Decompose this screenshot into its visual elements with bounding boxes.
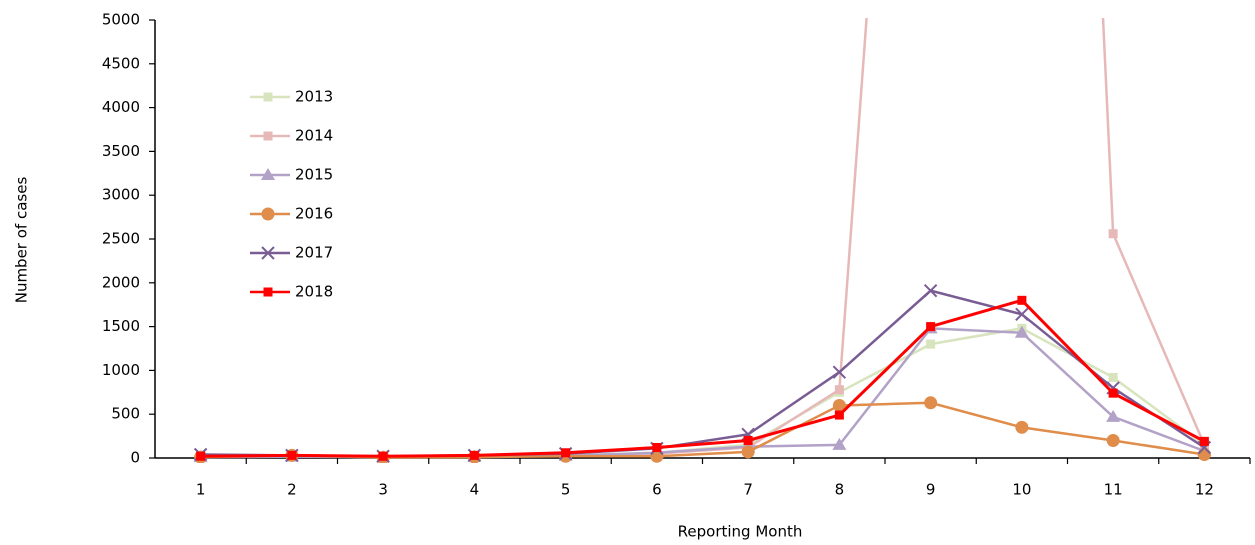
y-tick-label: 500 — [111, 405, 140, 423]
point — [261, 246, 275, 260]
y-tick-label: 4500 — [102, 54, 140, 72]
point — [832, 437, 847, 450]
point — [832, 398, 846, 412]
point — [1017, 295, 1027, 305]
x-tick-label: 1 — [196, 481, 206, 499]
point — [1199, 436, 1209, 446]
point — [287, 450, 297, 460]
x-tick-label: 9 — [926, 481, 936, 499]
point — [469, 450, 479, 460]
y-tick-label: 1000 — [102, 361, 140, 379]
x-tick-label: 2 — [287, 481, 297, 499]
y-tick-label: 3000 — [102, 186, 140, 204]
legend-label: 2015 — [295, 166, 333, 184]
point — [261, 168, 275, 180]
x-tick-label: 8 — [835, 481, 845, 499]
x-tick-label: 4 — [470, 481, 480, 499]
series-line — [200, 327, 1205, 459]
y-tick-label: 5000 — [102, 11, 140, 29]
x-tick-label: 5 — [561, 481, 571, 499]
y-tick-label: 1500 — [102, 317, 140, 335]
point — [263, 92, 273, 102]
x-tick-label: 3 — [378, 481, 388, 499]
point — [561, 448, 571, 458]
y-tick-label: 0 — [130, 449, 140, 467]
x-tick-label: 10 — [1012, 481, 1031, 499]
y-tick-label: 2000 — [102, 273, 140, 291]
series-line — [200, 327, 1206, 458]
legend-label: 2018 — [295, 283, 333, 301]
legend-label: 2016 — [295, 205, 333, 223]
x-tick-label: 7 — [743, 481, 753, 499]
point — [923, 283, 938, 298]
point — [263, 131, 273, 141]
point — [378, 451, 388, 461]
y-tick-label: 4000 — [102, 98, 140, 116]
point — [1108, 372, 1118, 382]
point — [1197, 447, 1211, 461]
point — [1014, 325, 1029, 338]
point — [196, 451, 206, 461]
point — [834, 410, 844, 420]
series-line — [200, 18, 1206, 459]
point — [834, 385, 844, 395]
point — [1106, 409, 1121, 422]
point — [1108, 229, 1118, 239]
x-tick-label: 11 — [1104, 481, 1123, 499]
point — [1015, 307, 1029, 322]
point — [652, 442, 662, 452]
point — [1015, 420, 1029, 434]
x-tick-label: 12 — [1195, 481, 1214, 499]
point — [924, 396, 938, 410]
y-tick-label: 3500 — [102, 142, 140, 160]
point — [741, 445, 755, 459]
point — [743, 435, 753, 445]
point — [263, 287, 273, 297]
y-tick-label: 2500 — [102, 230, 140, 248]
point — [1106, 433, 1120, 447]
series-line — [200, 298, 1206, 458]
legend-label: 2014 — [295, 127, 333, 145]
x-axis-label: Reporting Month — [678, 523, 803, 541]
point — [926, 322, 936, 332]
point — [926, 339, 936, 349]
point — [832, 365, 847, 379]
y-axis-label: Number of cases — [13, 177, 31, 304]
plot-area — [193, 18, 1212, 463]
legend-label: 2017 — [295, 244, 333, 262]
point — [1108, 388, 1118, 398]
point — [261, 207, 275, 221]
legend-label: 2013 — [295, 88, 333, 106]
x-tick-label: 6 — [652, 481, 662, 499]
